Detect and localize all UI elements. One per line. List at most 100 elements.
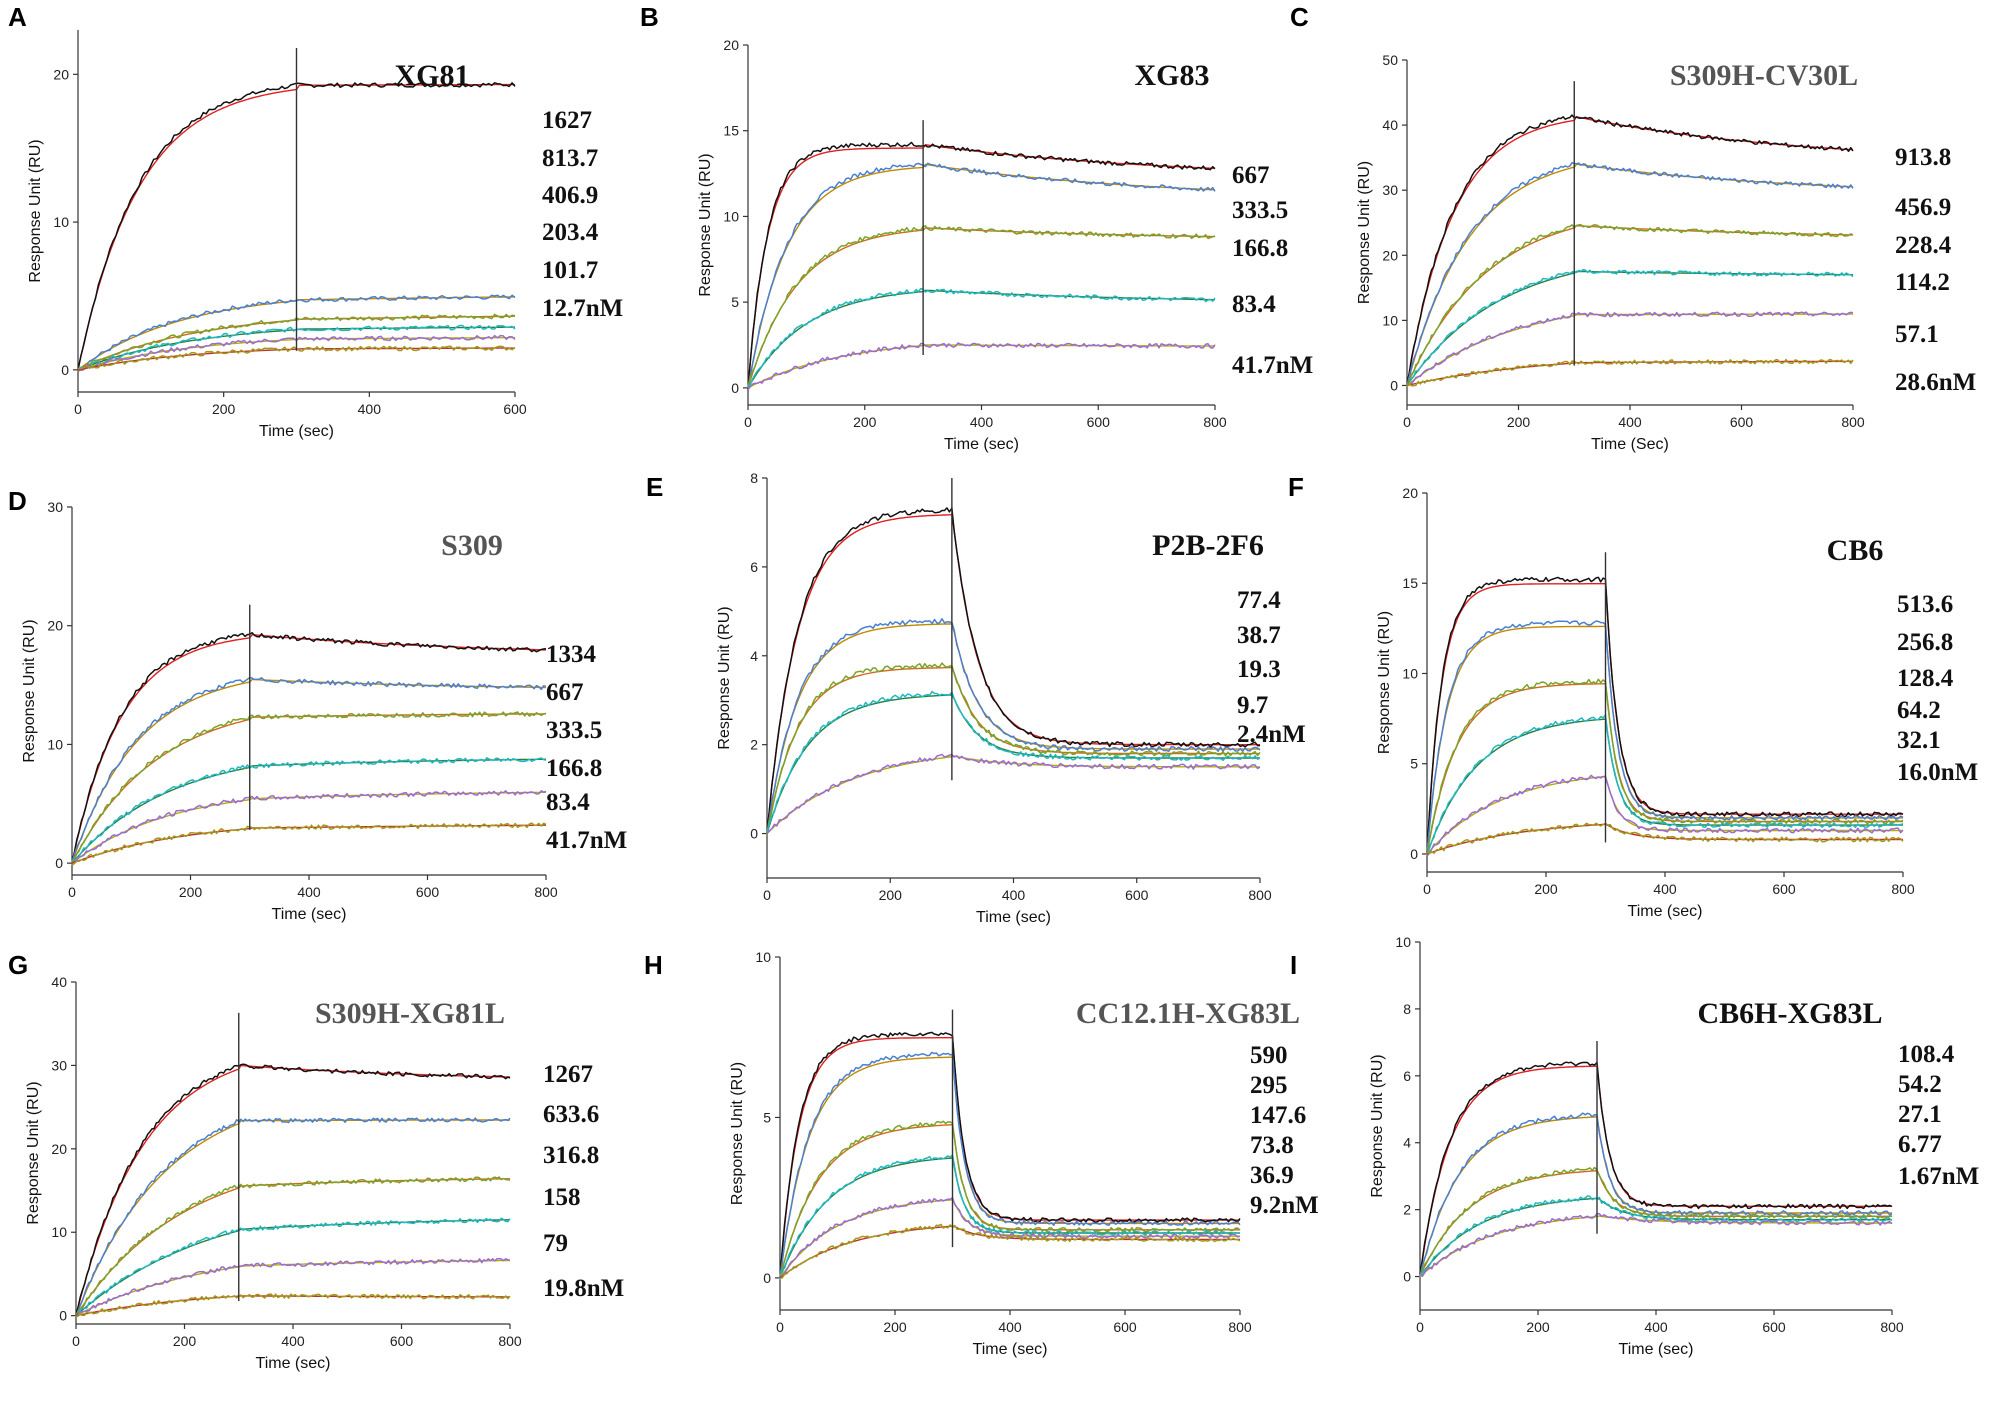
fit-line-333.5 xyxy=(71,713,547,864)
concentration-label: 108.4 xyxy=(1898,1041,1955,1068)
trace-line-73.8 xyxy=(779,1154,1241,1281)
concentration-label: 64.2 xyxy=(1897,697,1941,724)
trace-line-667 xyxy=(747,141,1216,390)
concentration-label: 12.7nM xyxy=(542,295,623,322)
y-tick-label: 0 xyxy=(1390,377,1398,393)
y-axis-title: Response Unit (RU) xyxy=(1369,1054,1386,1197)
concentration-label: 166.8 xyxy=(1232,235,1288,262)
x-tick-label: 800 xyxy=(1841,414,1865,430)
panel-h: H 0 200 400 600 800 0 5 10 Time (sec) Response Uni… xyxy=(644,949,1319,1358)
y-axis-title: Response Unit (RU) xyxy=(1356,161,1373,304)
x-tick-label: 200 xyxy=(1507,414,1531,430)
x-axis-title: Time (sec) xyxy=(973,1341,1048,1358)
fit-line-83.4 xyxy=(71,791,546,864)
concentration-label: 333.5 xyxy=(546,717,602,744)
x-tick-label: 600 xyxy=(1087,414,1111,430)
concentration-label: 633.6 xyxy=(543,1101,599,1128)
concentration-label: 813.7 xyxy=(542,145,598,172)
x-tick-label: 800 xyxy=(498,1333,522,1349)
x-tick-label: 200 xyxy=(173,1333,197,1349)
fit-line-28.6nM xyxy=(1406,360,1853,387)
x-tick-label: 600 xyxy=(390,1333,414,1349)
concentration-label: 228.4 xyxy=(1895,232,1952,259)
chart-title: S309 xyxy=(441,529,503,562)
concentration-label: 27.1 xyxy=(1898,1101,1942,1128)
x-tick-label: 600 xyxy=(416,884,440,900)
fit-line-667 xyxy=(71,678,547,864)
x-tick-label: 0 xyxy=(72,1333,80,1349)
fit-line-54.2 xyxy=(1419,1116,1892,1277)
panel-letter: F xyxy=(1288,472,1304,502)
y-axis-title: Response Unit (RU) xyxy=(21,619,38,762)
trace-line-28.6nM xyxy=(1406,358,1854,388)
concentration-label: 256.8 xyxy=(1897,629,1953,656)
x-tick-label: 800 xyxy=(1228,1319,1252,1335)
x-tick-label: 0 xyxy=(776,1319,784,1335)
concentration-label: 79 xyxy=(543,1230,568,1257)
x-tick-label: 400 xyxy=(281,1333,305,1349)
x-tick-label: 200 xyxy=(883,1319,907,1335)
trace-line-79 xyxy=(75,1257,511,1317)
x-tick-label: 200 xyxy=(879,887,903,903)
fit-line-667 xyxy=(747,144,1216,388)
x-tick-label: 800 xyxy=(1880,1319,1904,1335)
x-axis-title: Time (sec) xyxy=(1619,1341,1694,1358)
trace-line-158 xyxy=(75,1217,511,1318)
concentration-label: 36.9 xyxy=(1250,1162,1294,1189)
concentration-label: 101.7 xyxy=(542,257,598,284)
x-tick-label: 200 xyxy=(212,401,236,417)
x-axis-title: Time (sec) xyxy=(272,906,347,923)
trace-line-114.2 xyxy=(1406,268,1854,387)
trace-line-77.4 xyxy=(766,507,1261,833)
y-tick-label: 4 xyxy=(1403,1135,1411,1151)
trace-line-54.2 xyxy=(1419,1112,1893,1278)
y-tick-label: 15 xyxy=(723,123,739,139)
y-tick-label: 10 xyxy=(51,1224,67,1240)
x-tick-label: 0 xyxy=(1423,881,1431,897)
y-tick-label: 5 xyxy=(763,1109,771,1125)
panel-i: I 0 200 400 600 800 0 2 4 6 8 10 Time (sec) Response … xyxy=(1290,934,1979,1358)
y-tick-label: 20 xyxy=(47,618,63,634)
concentration-label: 166.8 xyxy=(546,755,602,782)
x-tick-label: 0 xyxy=(763,887,771,903)
fit-line-83.4 xyxy=(747,289,1215,389)
trace-line-38.7 xyxy=(766,618,1261,836)
fit-line-6.77 xyxy=(1419,1197,1892,1277)
y-tick-label: 30 xyxy=(51,1057,67,1073)
concentration-label: 38.7 xyxy=(1237,622,1281,649)
panel-letter: C xyxy=(1290,2,1309,32)
concentration-label: 667 xyxy=(1232,162,1270,189)
x-tick-label: 600 xyxy=(1772,881,1796,897)
trace-line-1334 xyxy=(71,631,547,862)
y-tick-label: 0 xyxy=(55,855,63,871)
trace-line-1.67nM xyxy=(1419,1212,1893,1278)
panel-letter: I xyxy=(1290,950,1297,980)
y-tick-label: 10 xyxy=(47,736,63,752)
fit-line-158 xyxy=(75,1219,511,1317)
trace-line-36.9 xyxy=(779,1196,1241,1278)
fit-line-114.2 xyxy=(1406,270,1853,386)
panel-letter: D xyxy=(8,486,27,516)
trace-line-83.4 xyxy=(747,287,1216,387)
panel-letter: G xyxy=(8,950,28,980)
y-axis-title: Response Unit (RU) xyxy=(716,606,733,749)
concentration-label: 128.4 xyxy=(1897,665,1954,692)
y-axis-title: Response Unit (RU) xyxy=(1376,611,1393,754)
trace-line-9.7 xyxy=(766,690,1261,834)
concentration-label: 1267 xyxy=(543,1061,593,1088)
x-tick-label: 400 xyxy=(998,1319,1022,1335)
concentration-label: 16.0nM xyxy=(1897,759,1978,786)
x-tick-label: 0 xyxy=(1403,414,1411,430)
concentration-label: 19.8nM xyxy=(543,1275,624,1302)
trace-line-41.7nM xyxy=(747,342,1216,391)
trace-line-19.8nM xyxy=(75,1293,511,1318)
y-tick-label: 10 xyxy=(1382,312,1398,328)
x-tick-label: 800 xyxy=(1891,881,1915,897)
concentration-label: 83.4 xyxy=(1232,291,1276,318)
fit-line-38.7 xyxy=(766,623,1260,834)
fit-line-41.7nM xyxy=(747,344,1215,389)
x-tick-label: 600 xyxy=(1730,414,1754,430)
y-axis-title: Response Unit (RU) xyxy=(25,1081,42,1224)
concentration-label: 9.7 xyxy=(1237,692,1268,719)
trace-line-913.8 xyxy=(1406,114,1854,384)
